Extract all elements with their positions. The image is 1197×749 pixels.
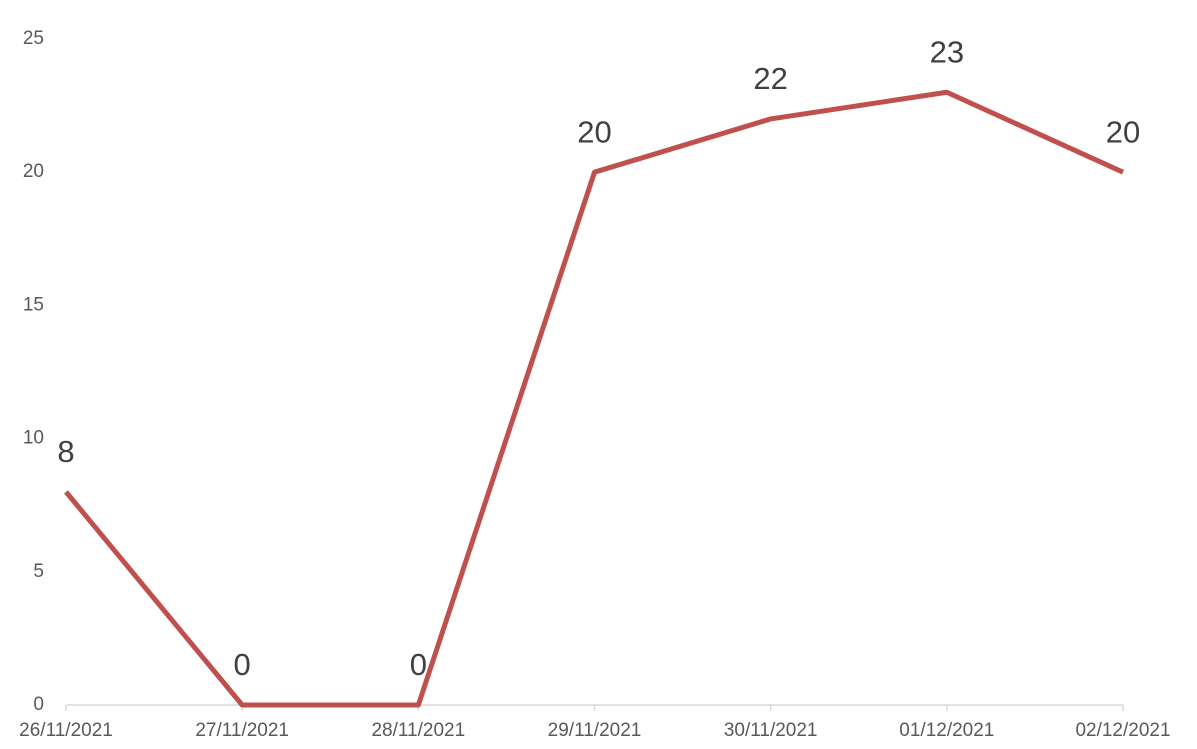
- y-tick-label: 15: [23, 294, 44, 315]
- data-label: 0: [410, 647, 427, 682]
- line-series: [64, 89, 1125, 708]
- y-tick-label: 5: [33, 561, 44, 582]
- data-label: 23: [930, 34, 964, 69]
- x-tick-label: 02/12/2021: [1075, 720, 1170, 741]
- data-label: 20: [577, 114, 611, 149]
- y-tick-label: 25: [23, 28, 44, 49]
- x-tick-label: 26/11/2021: [19, 720, 113, 741]
- data-label: 0: [234, 647, 251, 682]
- data-label: 20: [1106, 114, 1140, 149]
- x-tick-label: 30/11/2021: [724, 720, 818, 741]
- data-label: 22: [753, 61, 787, 96]
- x-tick-label: 27/11/2021: [195, 720, 289, 741]
- x-tick-label: 28/11/2021: [371, 720, 465, 741]
- data-label: 8: [57, 434, 74, 469]
- y-tick-label: 0: [33, 694, 44, 715]
- y-tick-label: 10: [23, 428, 44, 449]
- x-tick-label: 29/11/2021: [548, 720, 642, 741]
- y-tick-label: 20: [23, 161, 44, 182]
- x-tick-label: 01/12/2021: [899, 720, 994, 741]
